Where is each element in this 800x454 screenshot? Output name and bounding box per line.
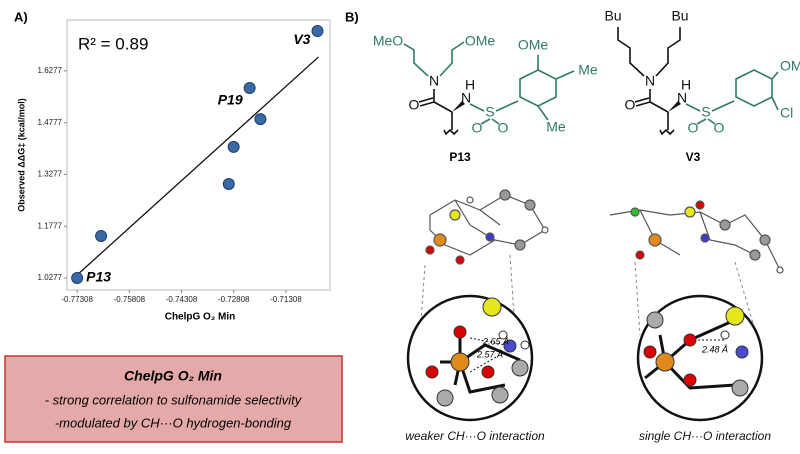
panel-label: A) bbox=[14, 9, 28, 24]
summary-box bbox=[4, 355, 343, 443]
atom-label: O bbox=[688, 120, 699, 136]
data-point bbox=[254, 113, 267, 126]
atom-label: MeO bbox=[373, 33, 403, 49]
data-point bbox=[71, 272, 84, 285]
zoom-v3 bbox=[636, 294, 764, 422]
data-point bbox=[243, 82, 256, 95]
atom-label: N bbox=[429, 73, 439, 89]
molecule-name: P13 bbox=[449, 150, 471, 164]
atom-label: Me bbox=[578, 62, 598, 78]
atom-label: Bu bbox=[604, 8, 621, 24]
data-point bbox=[311, 25, 324, 38]
atom-label: O bbox=[498, 120, 509, 136]
atom-label: H bbox=[681, 77, 691, 93]
y-tick-label: 1.0277 bbox=[38, 273, 63, 282]
atom-label: N bbox=[461, 90, 471, 106]
y-tick-label: 1.6277 bbox=[38, 66, 63, 75]
model-p13 bbox=[425, 189, 549, 265]
atom-label: H bbox=[465, 77, 475, 93]
atom-label: Me bbox=[546, 119, 566, 135]
trendline bbox=[76, 56, 319, 276]
y-axis-label: Observed ΔΔG‡ (kcal/mol) bbox=[16, 98, 26, 211]
panel-label: B) bbox=[345, 9, 359, 24]
point-label: P13 bbox=[86, 269, 111, 285]
atom-label: O bbox=[625, 97, 636, 113]
summary-line: -modulated by CH···O hydrogen-bonding bbox=[55, 415, 292, 430]
atom-label: S bbox=[701, 104, 710, 120]
atom-label: OMe bbox=[465, 33, 496, 49]
r-squared: R² = 0.89 bbox=[78, 34, 148, 53]
molecule-v3: Bu Bu N O H N S O O OMe Cl V3 bbox=[604, 8, 800, 164]
atom-label: O bbox=[472, 120, 483, 136]
y-tick-label: 1.1777 bbox=[38, 221, 63, 230]
zoom-connectors bbox=[419, 254, 756, 336]
model-v3 bbox=[609, 200, 784, 274]
molecule-p13: MeO OMe N O H N S O O OMe Me Me P13 bbox=[373, 33, 598, 164]
x-tick-label: -0.72808 bbox=[218, 295, 250, 304]
plot-frame bbox=[66, 19, 331, 291]
x-axis-label: ChelpG O₂ Min bbox=[165, 312, 236, 323]
atom-label: N bbox=[645, 73, 655, 89]
atom-label: Bu bbox=[671, 8, 688, 24]
point-label: P19 bbox=[218, 92, 243, 108]
atom-label: S bbox=[485, 104, 494, 120]
summary-line: - strong correlation to sulfonamide sele… bbox=[45, 392, 303, 407]
point-label: V3 bbox=[293, 31, 310, 47]
y-tick-label: 1.3277 bbox=[38, 170, 63, 179]
x-tick-label: -0.75808 bbox=[114, 295, 146, 304]
distance-label: 2.65 Å bbox=[482, 336, 509, 346]
x-tick-label: -0.71308 bbox=[270, 295, 302, 304]
x-tick-label: -0.74308 bbox=[166, 295, 198, 304]
data-point bbox=[222, 178, 235, 191]
atom-label: O bbox=[409, 97, 420, 113]
distance-label: 2.57 Å bbox=[476, 349, 503, 359]
data-point bbox=[227, 140, 240, 153]
caption: single CH···O interaction bbox=[639, 429, 771, 443]
molecule-name: V3 bbox=[686, 150, 701, 164]
atom-label: OMe bbox=[780, 58, 800, 74]
x-tick-label: -0.77308 bbox=[61, 295, 93, 304]
zoom-p13 bbox=[406, 294, 534, 422]
distance-label: 2.48 Å bbox=[701, 344, 728, 354]
atom-label: O bbox=[714, 120, 725, 136]
caption: weaker CH···O interaction bbox=[405, 429, 545, 443]
atom-label: Cl bbox=[780, 105, 793, 121]
summary-title: ChelpG O₂ Min bbox=[124, 368, 222, 384]
atom-label: N bbox=[677, 90, 687, 106]
y-tick-label: 1.4777 bbox=[38, 118, 63, 127]
data-point bbox=[95, 229, 108, 242]
atom-label: OMe bbox=[518, 37, 549, 53]
